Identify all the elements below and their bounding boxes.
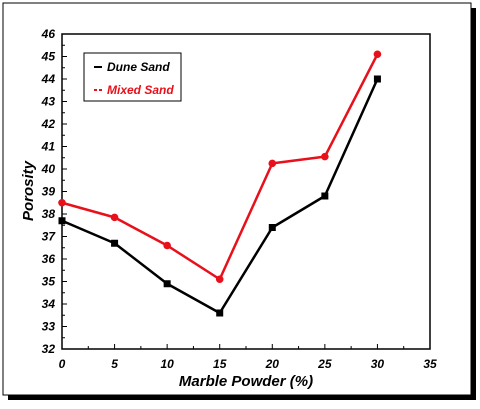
legend-label-dune-sand: Dune Sand xyxy=(107,60,170,74)
y-tick-label: 41 xyxy=(41,140,56,154)
x-tick-label: 5 xyxy=(111,357,118,371)
y-axis-label: Porosity xyxy=(20,160,37,221)
data-point-dune-sand xyxy=(268,224,276,231)
data-point-dune-sand xyxy=(58,217,66,225)
x-tick-label: 10 xyxy=(160,357,174,371)
y-tick-label: 38 xyxy=(42,207,56,221)
y-axis-ticks: 32 33 34 35 36 37 38 39 40 41 42 43 44 45 46 xyxy=(41,27,67,356)
x-tick-label: 0 xyxy=(59,357,66,371)
y-tick-label: 36 xyxy=(42,252,56,266)
data-point-dune-sand xyxy=(373,75,381,83)
data-point-dune-sand xyxy=(216,309,224,317)
x-tick-label: 25 xyxy=(317,357,332,371)
y-tick-label: 35 xyxy=(42,275,56,289)
data-point-mixed-sand xyxy=(268,159,277,168)
data-point-dune-sand xyxy=(321,192,329,200)
data-point-mixed-sand xyxy=(163,241,171,250)
data-point-mixed-sand xyxy=(110,213,119,222)
x-tick-label: 15 xyxy=(213,357,227,371)
legend-label-mixed-sand: Mixed Sand xyxy=(107,83,174,97)
y-tick-label: 42 xyxy=(41,117,56,131)
y-tick-label: 45 xyxy=(41,50,56,64)
y-tick-label: 39 xyxy=(42,185,56,199)
y-tick-label: 37 xyxy=(42,230,57,244)
y-tick-label: 44 xyxy=(41,72,56,86)
data-point-mixed-sand xyxy=(215,275,224,284)
data-point-dune-sand xyxy=(163,280,171,288)
x-tick-label: 30 xyxy=(371,357,385,371)
y-tick-label: 32 xyxy=(42,342,56,356)
data-point-mixed-sand xyxy=(58,198,66,207)
series-layer xyxy=(58,50,382,317)
y-tick-label: 43 xyxy=(41,95,56,109)
x-axis-label: Marble Powder (%) xyxy=(179,373,313,390)
y-tick-label: 34 xyxy=(42,297,56,311)
data-point-mixed-sand xyxy=(321,152,329,161)
x-tick-label: 20 xyxy=(265,357,280,371)
data-point-dune-sand xyxy=(111,239,119,247)
y-tick-label: 33 xyxy=(42,320,56,334)
x-axis-ticks: 0 5 10 15 20 25 30 35 xyxy=(59,344,437,371)
plot-area xyxy=(61,33,431,350)
legend-box xyxy=(83,52,182,102)
y-tick-label: 46 xyxy=(41,27,56,41)
y-tick-label: 40 xyxy=(41,162,56,176)
x-tick-label: 35 xyxy=(423,357,437,371)
legend: Dune Sand Mixed Sand xyxy=(83,52,182,102)
data-point-mixed-sand xyxy=(373,50,382,59)
